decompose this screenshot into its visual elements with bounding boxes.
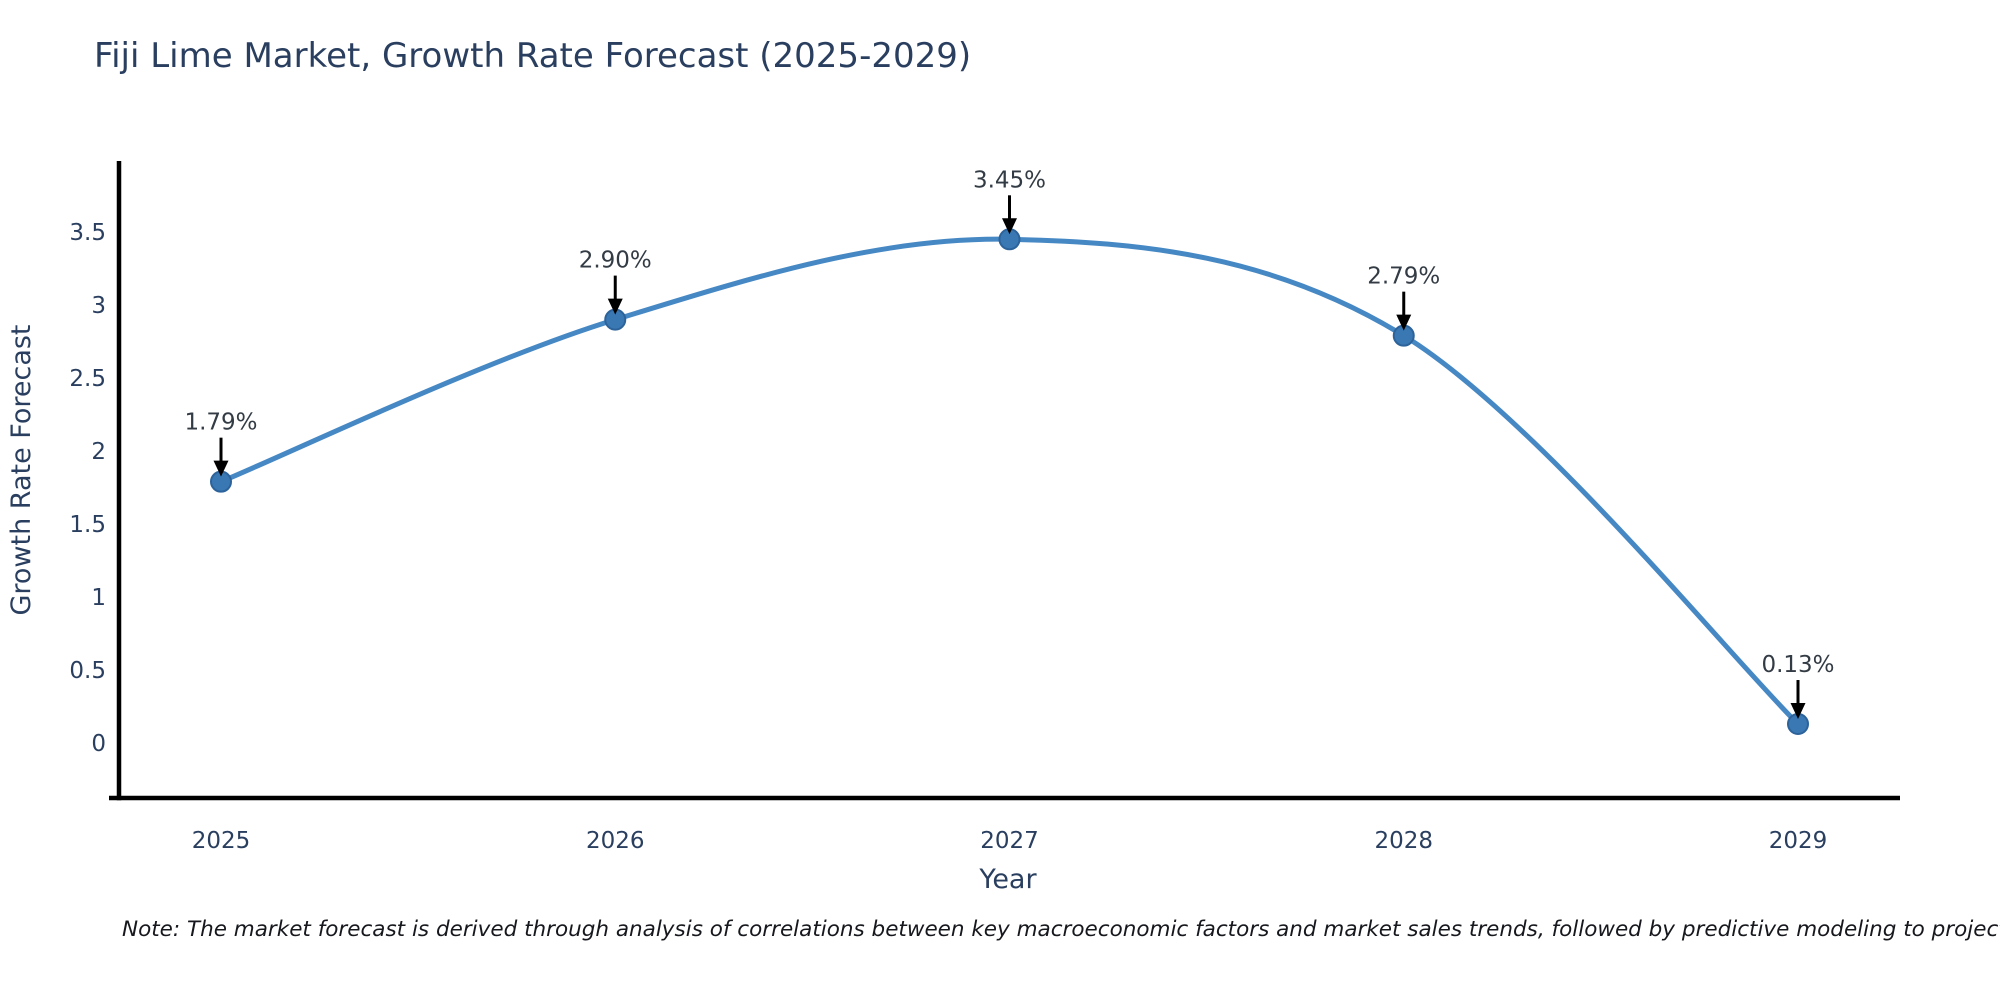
forecast-line xyxy=(218,236,1801,727)
y-tick-label: 0.5 xyxy=(69,658,106,684)
y-tick-label: 3.5 xyxy=(69,220,106,246)
annotation-arrowhead xyxy=(1396,314,1412,331)
x-tick-label: 2027 xyxy=(980,828,1039,854)
annotation-arrowhead xyxy=(1790,703,1806,720)
y-tick-label: 2 xyxy=(91,439,106,465)
point-annotation-label: 0.13% xyxy=(1761,652,1834,678)
y-axis-title: Growth Rate Forecast xyxy=(6,324,37,615)
x-tick-label: 2028 xyxy=(1374,828,1433,854)
x-tick-label: 2025 xyxy=(192,828,251,854)
y-tick-label: 1 xyxy=(91,585,106,611)
chart-title: Fiji Lime Market, Growth Rate Forecast (… xyxy=(94,36,972,76)
point-annotation-label: 2.90% xyxy=(579,248,652,274)
y-tick-label: 3 xyxy=(91,293,106,319)
x-tick-label: 2026 xyxy=(586,828,645,854)
x-tick-label: 2029 xyxy=(1769,828,1828,854)
y-tick-label: 0 xyxy=(91,731,106,757)
footnote: Note: The market forecast is derived thr… xyxy=(122,917,2000,942)
y-tick-label: 1.5 xyxy=(69,512,106,538)
point-annotation-label: 3.45% xyxy=(973,167,1046,193)
point-annotation-label: 1.79% xyxy=(184,410,257,436)
annotation-arrowhead xyxy=(213,460,229,477)
annotation-arrowhead xyxy=(1002,218,1017,235)
point-annotation-label: 2.79% xyxy=(1367,264,1440,290)
annotation-arrowhead xyxy=(607,298,623,315)
y-tick-label: 2.5 xyxy=(69,366,106,392)
x-axis-title: Year xyxy=(978,864,1037,895)
